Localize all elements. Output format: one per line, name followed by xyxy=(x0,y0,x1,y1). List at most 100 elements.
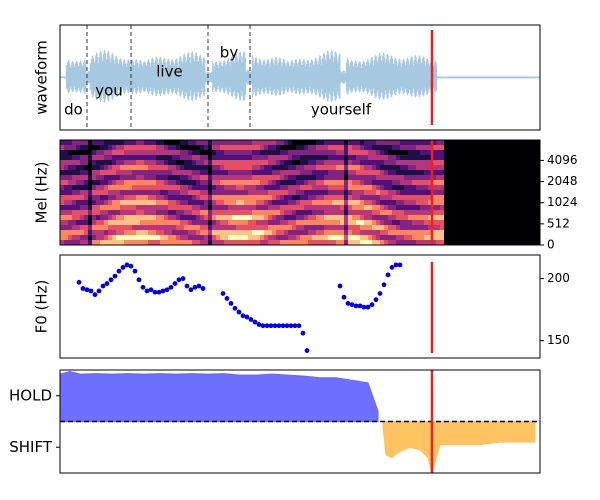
spec-cell xyxy=(300,235,305,241)
spec-cell xyxy=(156,175,161,181)
spec-cell xyxy=(128,235,133,241)
spec-cell xyxy=(144,175,149,181)
spec-cell xyxy=(508,210,513,216)
spec-cell xyxy=(420,155,425,161)
point xyxy=(132,268,138,274)
spec-cell xyxy=(476,190,481,196)
spec-cell xyxy=(308,205,313,211)
spec-cell xyxy=(284,225,289,231)
spec-cell xyxy=(364,140,369,146)
spec-cell xyxy=(132,205,137,211)
spec-cell xyxy=(260,215,265,221)
spec-cell xyxy=(64,225,69,231)
spec-cell xyxy=(400,205,405,211)
spec-cell xyxy=(128,145,133,151)
spec-cell xyxy=(484,205,489,211)
spec-cell xyxy=(336,230,341,236)
spec-cell xyxy=(160,205,165,211)
spec-cell xyxy=(100,160,105,166)
spec-cell xyxy=(352,215,357,221)
spec-cell xyxy=(256,195,261,201)
spec-cell xyxy=(532,150,537,156)
spec-cell xyxy=(208,170,213,176)
spec-cell xyxy=(348,190,353,196)
spec-cell xyxy=(120,160,125,166)
spec-cell xyxy=(184,140,189,146)
spec-cell xyxy=(460,145,465,151)
spec-cell xyxy=(320,160,325,166)
spec-cell xyxy=(316,240,321,245)
spec-cell xyxy=(332,200,337,206)
spec-cell xyxy=(92,210,97,216)
spec-cell xyxy=(440,155,445,161)
spec-cell xyxy=(296,230,301,236)
spec-cell xyxy=(60,220,65,226)
spec-cell xyxy=(280,150,285,156)
spec-cell xyxy=(156,210,161,216)
spec-cell xyxy=(328,170,333,176)
spec-cell xyxy=(508,150,513,156)
spec-cell xyxy=(144,160,149,166)
spec-cell xyxy=(536,160,540,166)
spec-cell xyxy=(256,210,261,216)
spec-cell xyxy=(280,185,285,191)
spec-cell xyxy=(108,210,113,216)
spec-cell xyxy=(504,195,509,201)
spec-cell xyxy=(248,240,253,245)
spec-cell xyxy=(220,200,225,206)
spec-cell xyxy=(240,140,245,146)
spec-cell xyxy=(216,240,221,245)
spec-cell xyxy=(176,215,181,221)
spec-cell xyxy=(428,145,433,151)
spec-cell xyxy=(512,170,517,176)
spec-cell xyxy=(120,210,125,216)
spec-cell xyxy=(464,165,469,171)
spec-cell xyxy=(344,205,349,211)
spec-cell xyxy=(396,185,401,191)
spec-cell xyxy=(528,200,533,206)
spec-cell xyxy=(188,155,193,161)
spec-cell xyxy=(156,165,161,171)
spec-cell xyxy=(64,205,69,211)
spec-cell xyxy=(76,150,81,156)
spec-cell xyxy=(356,220,361,226)
spec-cell xyxy=(164,165,169,171)
spec-cell xyxy=(308,155,313,161)
spec-cell xyxy=(492,150,497,156)
spec-cell xyxy=(244,195,249,201)
point xyxy=(385,272,391,278)
spec-cell xyxy=(244,155,249,161)
spec-cell xyxy=(408,190,413,196)
spec-cell xyxy=(176,190,181,196)
spec-cell xyxy=(496,185,501,191)
spec-cell xyxy=(476,235,481,241)
spec-cell xyxy=(252,230,257,236)
spec-cell xyxy=(124,140,129,146)
spec-cell xyxy=(496,160,501,166)
spec-cell xyxy=(104,210,109,216)
spec-cell xyxy=(224,145,229,151)
spec-cell xyxy=(364,230,369,236)
spec-cell xyxy=(164,235,169,241)
spec-cell xyxy=(356,155,361,161)
spec-cell xyxy=(500,210,505,216)
spec-cell xyxy=(232,190,237,196)
spec-cell xyxy=(180,215,185,221)
spec-cell xyxy=(372,200,377,206)
spec-cell xyxy=(452,235,457,241)
spec-cell xyxy=(168,215,173,221)
spec-cell xyxy=(532,190,537,196)
spec-cell xyxy=(148,190,153,196)
spec-cell xyxy=(236,205,241,211)
spec-cell xyxy=(376,205,381,211)
spec-cell xyxy=(432,180,437,186)
spec-cell xyxy=(160,195,165,201)
spec-cell xyxy=(276,240,281,245)
spec-cell xyxy=(372,140,377,146)
spec-cell xyxy=(112,150,117,156)
spec-cell xyxy=(368,200,373,206)
spec-cell xyxy=(272,235,277,241)
spec-cell xyxy=(436,195,441,201)
spec-cell xyxy=(464,170,469,176)
